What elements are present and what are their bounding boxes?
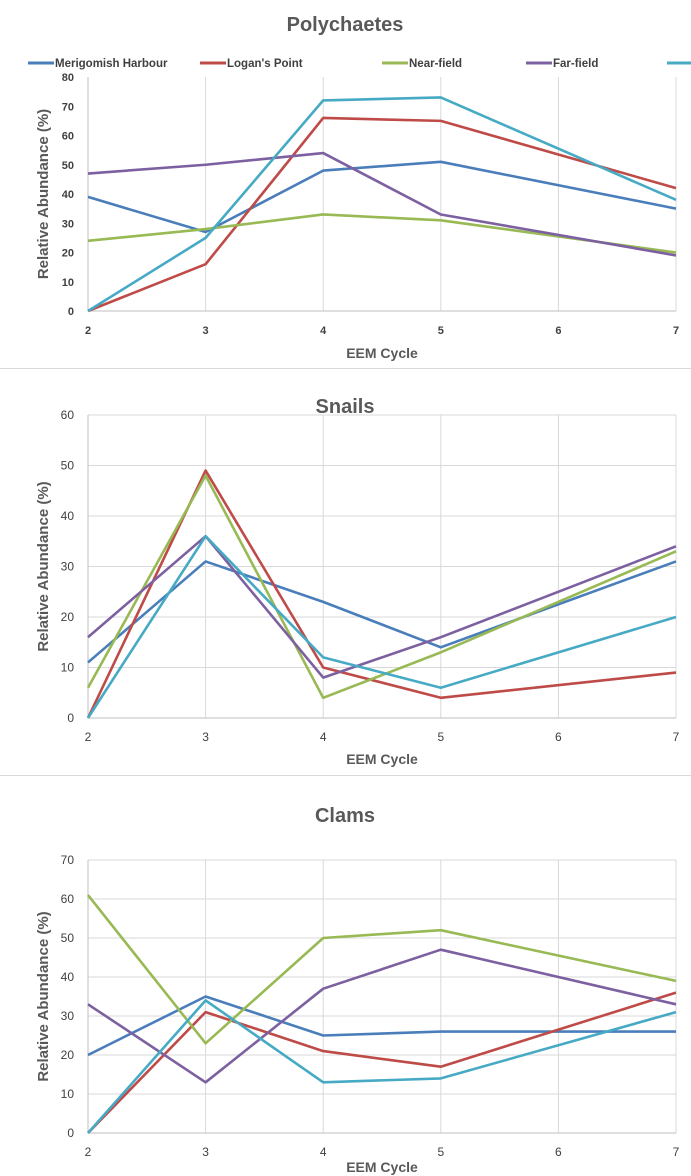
- x-tick-label: 5: [437, 1145, 444, 1159]
- y-axis-label: Relative Abundance (%): [35, 481, 52, 651]
- x-tick-label: 7: [673, 325, 679, 337]
- polychaetes-chart: 0 10 20 30 40 50 60 70 80 2 3 4 5 6 7 Polychaetes EEM Cy…: [0, 0, 691, 368]
- y-tick-label: 50: [61, 931, 75, 945]
- series-line-4: [87, 534, 677, 679]
- snails-chart: 0 10 20 30 40 50 60 2 3 4 5 6 7 Snails EEM Cycle Relati…: [0, 390, 691, 775]
- chart-title: Polychaetes: [287, 14, 404, 36]
- x-axis-label: EEM Cycle: [346, 345, 418, 361]
- chart-title: Snails: [316, 396, 375, 418]
- divider: [0, 368, 691, 369]
- series-line-1: [87, 560, 677, 664]
- x-tick-label: 2: [85, 1145, 92, 1159]
- series-line-2: [87, 116, 677, 313]
- y-tick-label: 40: [62, 189, 74, 201]
- x-tick-label: 4: [320, 730, 327, 744]
- y-tick-label: 20: [61, 610, 75, 624]
- x-tick-label: 6: [555, 325, 561, 337]
- x-tick-label: 5: [438, 325, 444, 337]
- x-tick-label: 2: [85, 325, 91, 337]
- y-tick-label: 50: [62, 160, 74, 172]
- legend-label: Far-field: [553, 58, 598, 70]
- series-line-3: [87, 213, 677, 254]
- x-tick-label: 3: [203, 325, 209, 337]
- y-tick-label: 10: [62, 277, 74, 289]
- x-tick-label: 5: [437, 730, 444, 744]
- y-tick-label: 40: [61, 970, 75, 984]
- x-tick-label: 4: [320, 1145, 327, 1159]
- y-axis-label: Relative Abundance (%): [35, 911, 52, 1081]
- y-tick-label: 60: [61, 408, 75, 422]
- x-tick-label: 7: [673, 730, 680, 744]
- x-tick-label: 6: [555, 1145, 562, 1159]
- x-axis-label: EEM Cycle: [346, 751, 418, 767]
- y-tick-label: 50: [61, 459, 75, 473]
- y-tick-label: 30: [61, 560, 75, 574]
- x-tick-label: 7: [673, 1145, 680, 1159]
- x-tick-label: 2: [85, 730, 92, 744]
- y-tick-label: 10: [61, 661, 75, 675]
- series-line-5: [86, 534, 677, 719]
- x-tick-label: 3: [202, 730, 209, 744]
- y-axis-label: Relative Abundance (%): [35, 109, 52, 279]
- y-tick-label: 60: [61, 892, 75, 906]
- y-tick-label: 30: [62, 218, 74, 230]
- chart-title: Clams: [315, 805, 375, 827]
- y-tick-label: 20: [62, 248, 74, 260]
- y-tick-label: 40: [61, 509, 75, 523]
- x-tick-label: 4: [320, 325, 327, 337]
- legend-label: Merigomish Harbour: [55, 58, 168, 70]
- series-line-5: [87, 96, 677, 313]
- x-axis-label: EEM Cycle: [346, 1159, 418, 1175]
- legend-label: Logan's Point: [227, 58, 303, 70]
- y-tick-label: 30: [61, 1009, 75, 1023]
- y-tick-label: 10: [61, 1087, 75, 1101]
- x-tick-label: 3: [202, 1145, 209, 1159]
- y-tick-label: 0: [67, 1126, 74, 1140]
- x-tick-label: 6: [555, 730, 562, 744]
- y-tick-label: 80: [62, 72, 74, 84]
- series-line-1: [87, 160, 677, 234]
- y-tick-label: 0: [67, 711, 74, 725]
- y-tick-label: 70: [61, 853, 75, 867]
- y-tick-label: 20: [61, 1048, 75, 1062]
- y-tick-label: 70: [62, 101, 74, 113]
- clams-chart: 0 10 20 30 40 50 60 70 2 3 4 5 6 7 Clams EEM Cycle Relat…: [0, 795, 691, 1176]
- y-tick-label: 60: [62, 131, 74, 143]
- series-line-4: [87, 151, 677, 257]
- legend-label: Near-field: [409, 58, 462, 70]
- divider: [0, 775, 691, 776]
- y-tick-label: 0: [68, 306, 74, 318]
